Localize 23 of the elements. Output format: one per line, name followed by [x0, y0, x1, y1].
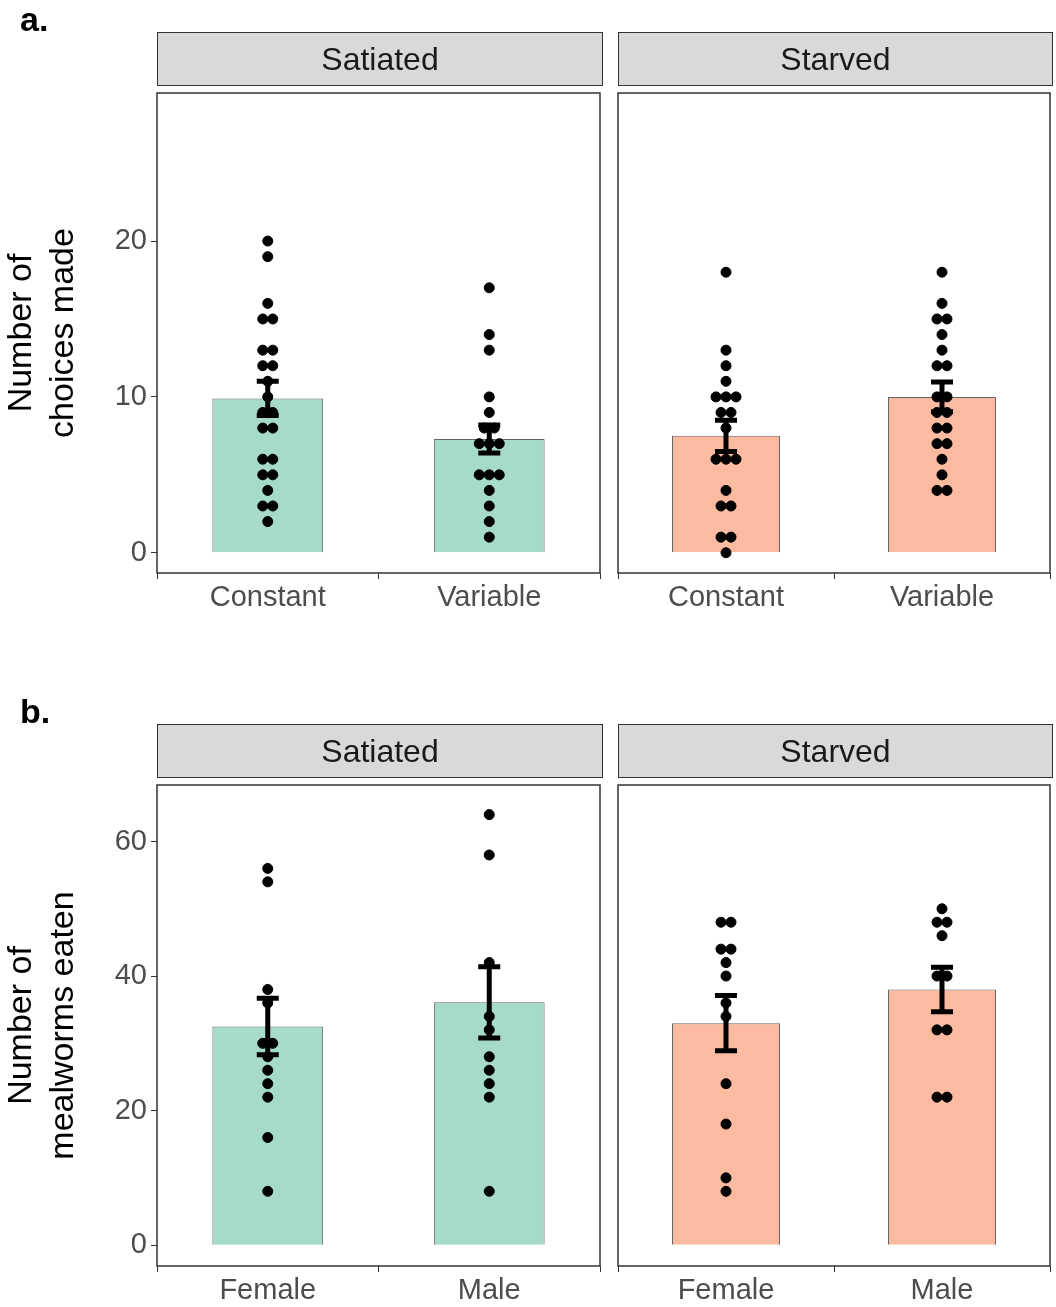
- y-tick-label: 60: [114, 823, 147, 856]
- y-axis-title: Number of mealworms eaten: [0, 891, 81, 1160]
- x-tick-label: Constant: [209, 580, 326, 613]
- x-tick-label: Female: [677, 1273, 775, 1306]
- y-tick-label: 20: [114, 223, 147, 256]
- text: b.: [20, 692, 51, 731]
- x-tick-label: Male: [457, 1273, 521, 1306]
- text: a.: [20, 0, 49, 39]
- chart-title: Starved: [618, 32, 1053, 86]
- x-tick-label: Constant: [667, 580, 785, 613]
- x-tick-label: Male: [910, 1273, 974, 1306]
- chart-title: Satiated: [157, 724, 603, 778]
- chart-title: Satiated: [157, 32, 603, 86]
- x-tick-label: Female: [219, 1273, 317, 1306]
- y-tick-label: 40: [114, 958, 147, 991]
- y-tick-label: 0: [130, 534, 147, 567]
- y-axis-title: Number of choices made: [0, 228, 81, 438]
- y-tick-label: 10: [114, 378, 147, 411]
- y-tick-label: 0: [130, 1227, 147, 1260]
- x-tick-label: Variable: [437, 580, 542, 613]
- chart-title: Starved: [618, 724, 1053, 778]
- y-tick-label: 20: [114, 1092, 147, 1125]
- x-tick-label: Variable: [889, 580, 995, 613]
